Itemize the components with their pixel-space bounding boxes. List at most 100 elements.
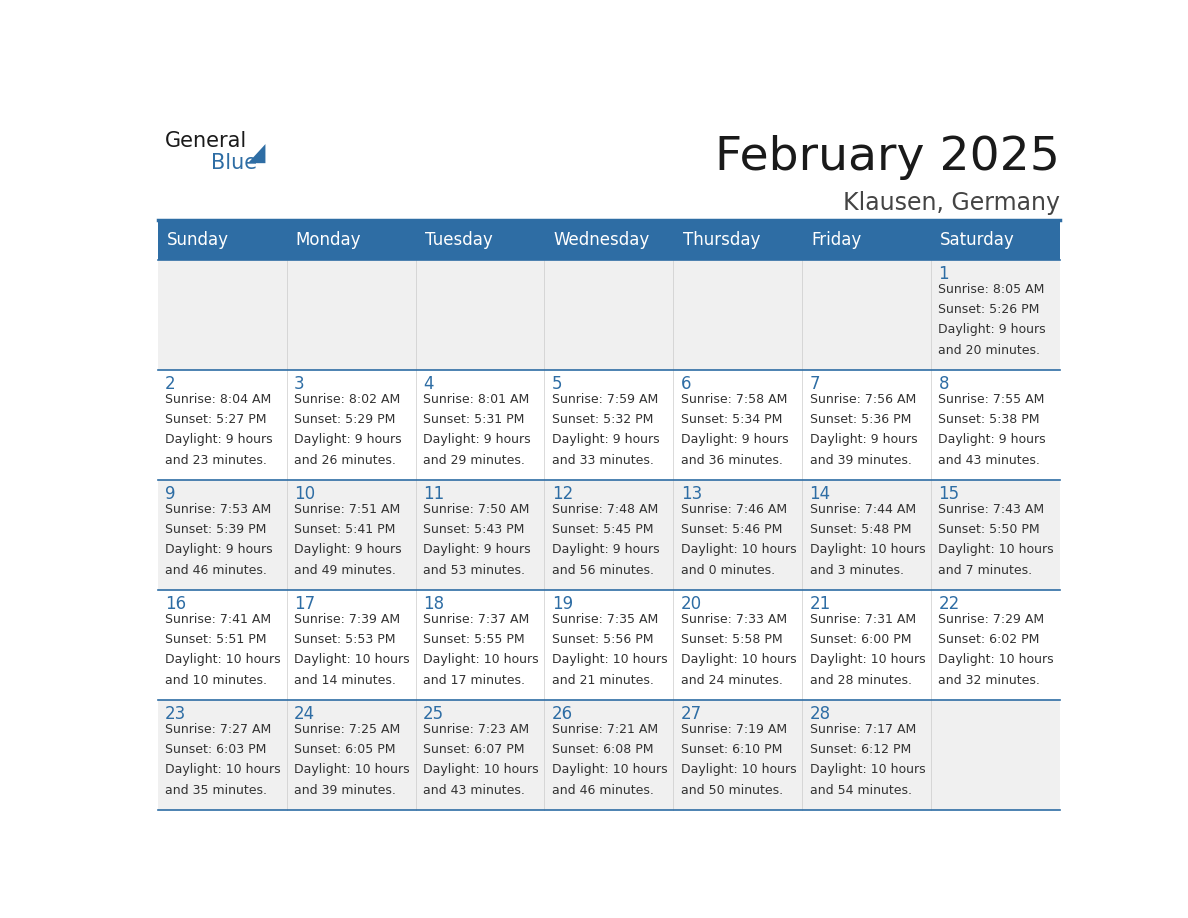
- Text: Sunset: 5:31 PM: Sunset: 5:31 PM: [423, 413, 524, 426]
- Text: and 53 minutes.: and 53 minutes.: [423, 564, 525, 577]
- Text: 2: 2: [165, 375, 176, 393]
- Text: Daylight: 10 hours: Daylight: 10 hours: [681, 654, 796, 666]
- Text: and 36 minutes.: and 36 minutes.: [681, 453, 783, 466]
- Text: Sunrise: 7:59 AM: Sunrise: 7:59 AM: [551, 393, 658, 406]
- Text: Daylight: 10 hours: Daylight: 10 hours: [939, 543, 1054, 556]
- Text: 19: 19: [551, 595, 573, 613]
- Text: 21: 21: [809, 595, 830, 613]
- Polygon shape: [248, 144, 265, 163]
- Text: Sunrise: 7:21 AM: Sunrise: 7:21 AM: [551, 722, 658, 735]
- Text: Daylight: 9 hours: Daylight: 9 hours: [939, 323, 1047, 336]
- Text: Sunset: 5:29 PM: Sunset: 5:29 PM: [293, 413, 396, 426]
- Text: Daylight: 9 hours: Daylight: 9 hours: [423, 433, 531, 446]
- Text: Daylight: 9 hours: Daylight: 9 hours: [293, 543, 402, 556]
- Text: and 14 minutes.: and 14 minutes.: [293, 674, 396, 687]
- Text: Sunrise: 7:55 AM: Sunrise: 7:55 AM: [939, 393, 1044, 406]
- Text: 24: 24: [293, 705, 315, 722]
- Text: Sunset: 5:39 PM: Sunset: 5:39 PM: [165, 523, 266, 536]
- Text: Sunrise: 8:01 AM: Sunrise: 8:01 AM: [423, 393, 529, 406]
- Text: 5: 5: [551, 375, 562, 393]
- Text: and 49 minutes.: and 49 minutes.: [293, 564, 396, 577]
- Text: 18: 18: [423, 595, 444, 613]
- Text: 14: 14: [809, 485, 830, 503]
- Bar: [158, 370, 1060, 480]
- Text: Sunrise: 7:29 AM: Sunrise: 7:29 AM: [939, 612, 1044, 625]
- Text: and 21 minutes.: and 21 minutes.: [551, 674, 653, 687]
- Text: Sunrise: 7:33 AM: Sunrise: 7:33 AM: [681, 612, 786, 625]
- Text: and 33 minutes.: and 33 minutes.: [551, 453, 653, 466]
- Text: Sunday: Sunday: [166, 230, 229, 249]
- Text: 1: 1: [939, 265, 949, 283]
- Text: Sunset: 5:36 PM: Sunset: 5:36 PM: [809, 413, 911, 426]
- Text: 22: 22: [939, 595, 960, 613]
- Text: and 35 minutes.: and 35 minutes.: [165, 784, 267, 797]
- Text: Daylight: 10 hours: Daylight: 10 hours: [551, 763, 668, 777]
- Text: and 39 minutes.: and 39 minutes.: [809, 453, 911, 466]
- Text: Sunrise: 7:17 AM: Sunrise: 7:17 AM: [809, 722, 916, 735]
- Text: 23: 23: [165, 705, 187, 722]
- Text: Daylight: 9 hours: Daylight: 9 hours: [809, 433, 917, 446]
- Text: 7: 7: [809, 375, 820, 393]
- Text: Daylight: 9 hours: Daylight: 9 hours: [293, 433, 402, 446]
- Bar: [158, 480, 1060, 590]
- Text: and 0 minutes.: and 0 minutes.: [681, 564, 775, 577]
- Text: General: General: [165, 131, 247, 151]
- Text: Sunrise: 7:46 AM: Sunrise: 7:46 AM: [681, 503, 786, 516]
- Text: Monday: Monday: [296, 230, 361, 249]
- Text: Sunset: 5:48 PM: Sunset: 5:48 PM: [809, 523, 911, 536]
- Text: Sunrise: 8:04 AM: Sunrise: 8:04 AM: [165, 393, 271, 406]
- Text: Sunset: 5:56 PM: Sunset: 5:56 PM: [551, 633, 653, 646]
- Text: Sunrise: 7:37 AM: Sunrise: 7:37 AM: [423, 612, 529, 625]
- Text: and 39 minutes.: and 39 minutes.: [293, 784, 396, 797]
- Text: Sunset: 5:50 PM: Sunset: 5:50 PM: [939, 523, 1040, 536]
- Text: Daylight: 10 hours: Daylight: 10 hours: [809, 763, 925, 777]
- Text: and 46 minutes.: and 46 minutes.: [165, 564, 267, 577]
- Text: Sunset: 5:45 PM: Sunset: 5:45 PM: [551, 523, 653, 536]
- Text: Sunrise: 7:50 AM: Sunrise: 7:50 AM: [423, 503, 529, 516]
- Text: Sunset: 6:02 PM: Sunset: 6:02 PM: [939, 633, 1040, 646]
- Text: Wednesday: Wednesday: [554, 230, 650, 249]
- Text: and 7 minutes.: and 7 minutes.: [939, 564, 1032, 577]
- Text: Sunset: 6:12 PM: Sunset: 6:12 PM: [809, 743, 911, 756]
- Text: Sunrise: 7:23 AM: Sunrise: 7:23 AM: [423, 722, 529, 735]
- Text: 17: 17: [293, 595, 315, 613]
- Text: Sunset: 6:10 PM: Sunset: 6:10 PM: [681, 743, 782, 756]
- Text: and 10 minutes.: and 10 minutes.: [165, 674, 267, 687]
- Text: Daylight: 10 hours: Daylight: 10 hours: [293, 654, 410, 666]
- Text: and 50 minutes.: and 50 minutes.: [681, 784, 783, 797]
- Text: 16: 16: [165, 595, 187, 613]
- Text: Daylight: 9 hours: Daylight: 9 hours: [551, 433, 659, 446]
- Text: Sunset: 6:08 PM: Sunset: 6:08 PM: [551, 743, 653, 756]
- Text: Friday: Friday: [811, 230, 861, 249]
- Text: Sunset: 5:51 PM: Sunset: 5:51 PM: [165, 633, 266, 646]
- Text: 10: 10: [293, 485, 315, 503]
- Text: Daylight: 9 hours: Daylight: 9 hours: [165, 433, 273, 446]
- Text: 8: 8: [939, 375, 949, 393]
- Text: Daylight: 10 hours: Daylight: 10 hours: [809, 543, 925, 556]
- Text: 12: 12: [551, 485, 573, 503]
- Text: 28: 28: [809, 705, 830, 722]
- Bar: [158, 260, 1060, 370]
- Text: February 2025: February 2025: [715, 135, 1060, 180]
- Text: 6: 6: [681, 375, 691, 393]
- Text: 3: 3: [293, 375, 304, 393]
- Text: Daylight: 9 hours: Daylight: 9 hours: [939, 433, 1047, 446]
- Text: 25: 25: [423, 705, 444, 722]
- Text: Sunrise: 7:43 AM: Sunrise: 7:43 AM: [939, 503, 1044, 516]
- Text: Sunset: 5:58 PM: Sunset: 5:58 PM: [681, 633, 782, 646]
- Text: 20: 20: [681, 595, 702, 613]
- Text: Blue: Blue: [211, 152, 258, 173]
- Text: Sunset: 5:41 PM: Sunset: 5:41 PM: [293, 523, 396, 536]
- Text: Sunset: 5:55 PM: Sunset: 5:55 PM: [423, 633, 524, 646]
- Text: Sunset: 5:34 PM: Sunset: 5:34 PM: [681, 413, 782, 426]
- Text: Sunrise: 7:39 AM: Sunrise: 7:39 AM: [293, 612, 400, 625]
- Text: Sunset: 5:26 PM: Sunset: 5:26 PM: [939, 303, 1040, 316]
- Text: 9: 9: [165, 485, 176, 503]
- Text: Sunrise: 7:53 AM: Sunrise: 7:53 AM: [165, 503, 271, 516]
- Text: Tuesday: Tuesday: [425, 230, 493, 249]
- Text: and 43 minutes.: and 43 minutes.: [423, 784, 525, 797]
- Text: 27: 27: [681, 705, 702, 722]
- Text: and 29 minutes.: and 29 minutes.: [423, 453, 525, 466]
- Text: Daylight: 10 hours: Daylight: 10 hours: [293, 763, 410, 777]
- Text: Sunrise: 7:44 AM: Sunrise: 7:44 AM: [809, 503, 916, 516]
